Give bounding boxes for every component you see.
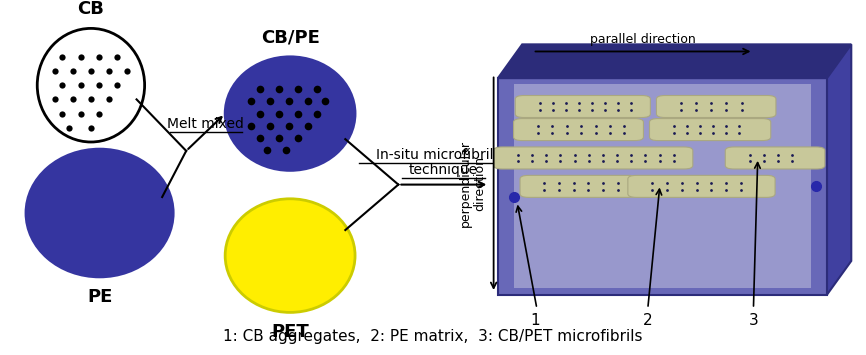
Text: PE: PE — [87, 288, 113, 306]
Text: 3: 3 — [748, 313, 759, 328]
Text: CB/PE: CB/PE — [261, 28, 320, 46]
FancyBboxPatch shape — [520, 175, 637, 197]
Text: 1: 1 — [530, 313, 540, 328]
Polygon shape — [498, 78, 827, 295]
FancyBboxPatch shape — [725, 147, 824, 169]
Text: PET: PET — [271, 323, 309, 341]
Polygon shape — [827, 44, 851, 295]
FancyBboxPatch shape — [650, 119, 771, 141]
Text: CB: CB — [77, 0, 105, 18]
Text: parallel direction: parallel direction — [590, 33, 695, 46]
Text: perpendicular
direction: perpendicular direction — [459, 140, 487, 227]
FancyBboxPatch shape — [514, 119, 643, 141]
Text: technique: technique — [409, 163, 478, 177]
Polygon shape — [498, 44, 851, 78]
FancyBboxPatch shape — [494, 147, 693, 169]
Text: 1: CB aggregates,  2: PE matrix,  3: CB/PET microfibrils: 1: CB aggregates, 2: PE matrix, 3: CB/PE… — [223, 329, 643, 344]
Ellipse shape — [37, 28, 145, 142]
FancyBboxPatch shape — [656, 95, 776, 118]
Ellipse shape — [26, 149, 173, 277]
Text: Melt mixed: Melt mixed — [167, 118, 244, 131]
FancyBboxPatch shape — [515, 95, 650, 118]
FancyBboxPatch shape — [628, 175, 775, 197]
Ellipse shape — [225, 199, 355, 312]
Text: In-situ microfibrillar: In-situ microfibrillar — [376, 148, 511, 162]
Ellipse shape — [225, 57, 355, 170]
Polygon shape — [514, 84, 811, 288]
Text: 2: 2 — [643, 313, 653, 328]
